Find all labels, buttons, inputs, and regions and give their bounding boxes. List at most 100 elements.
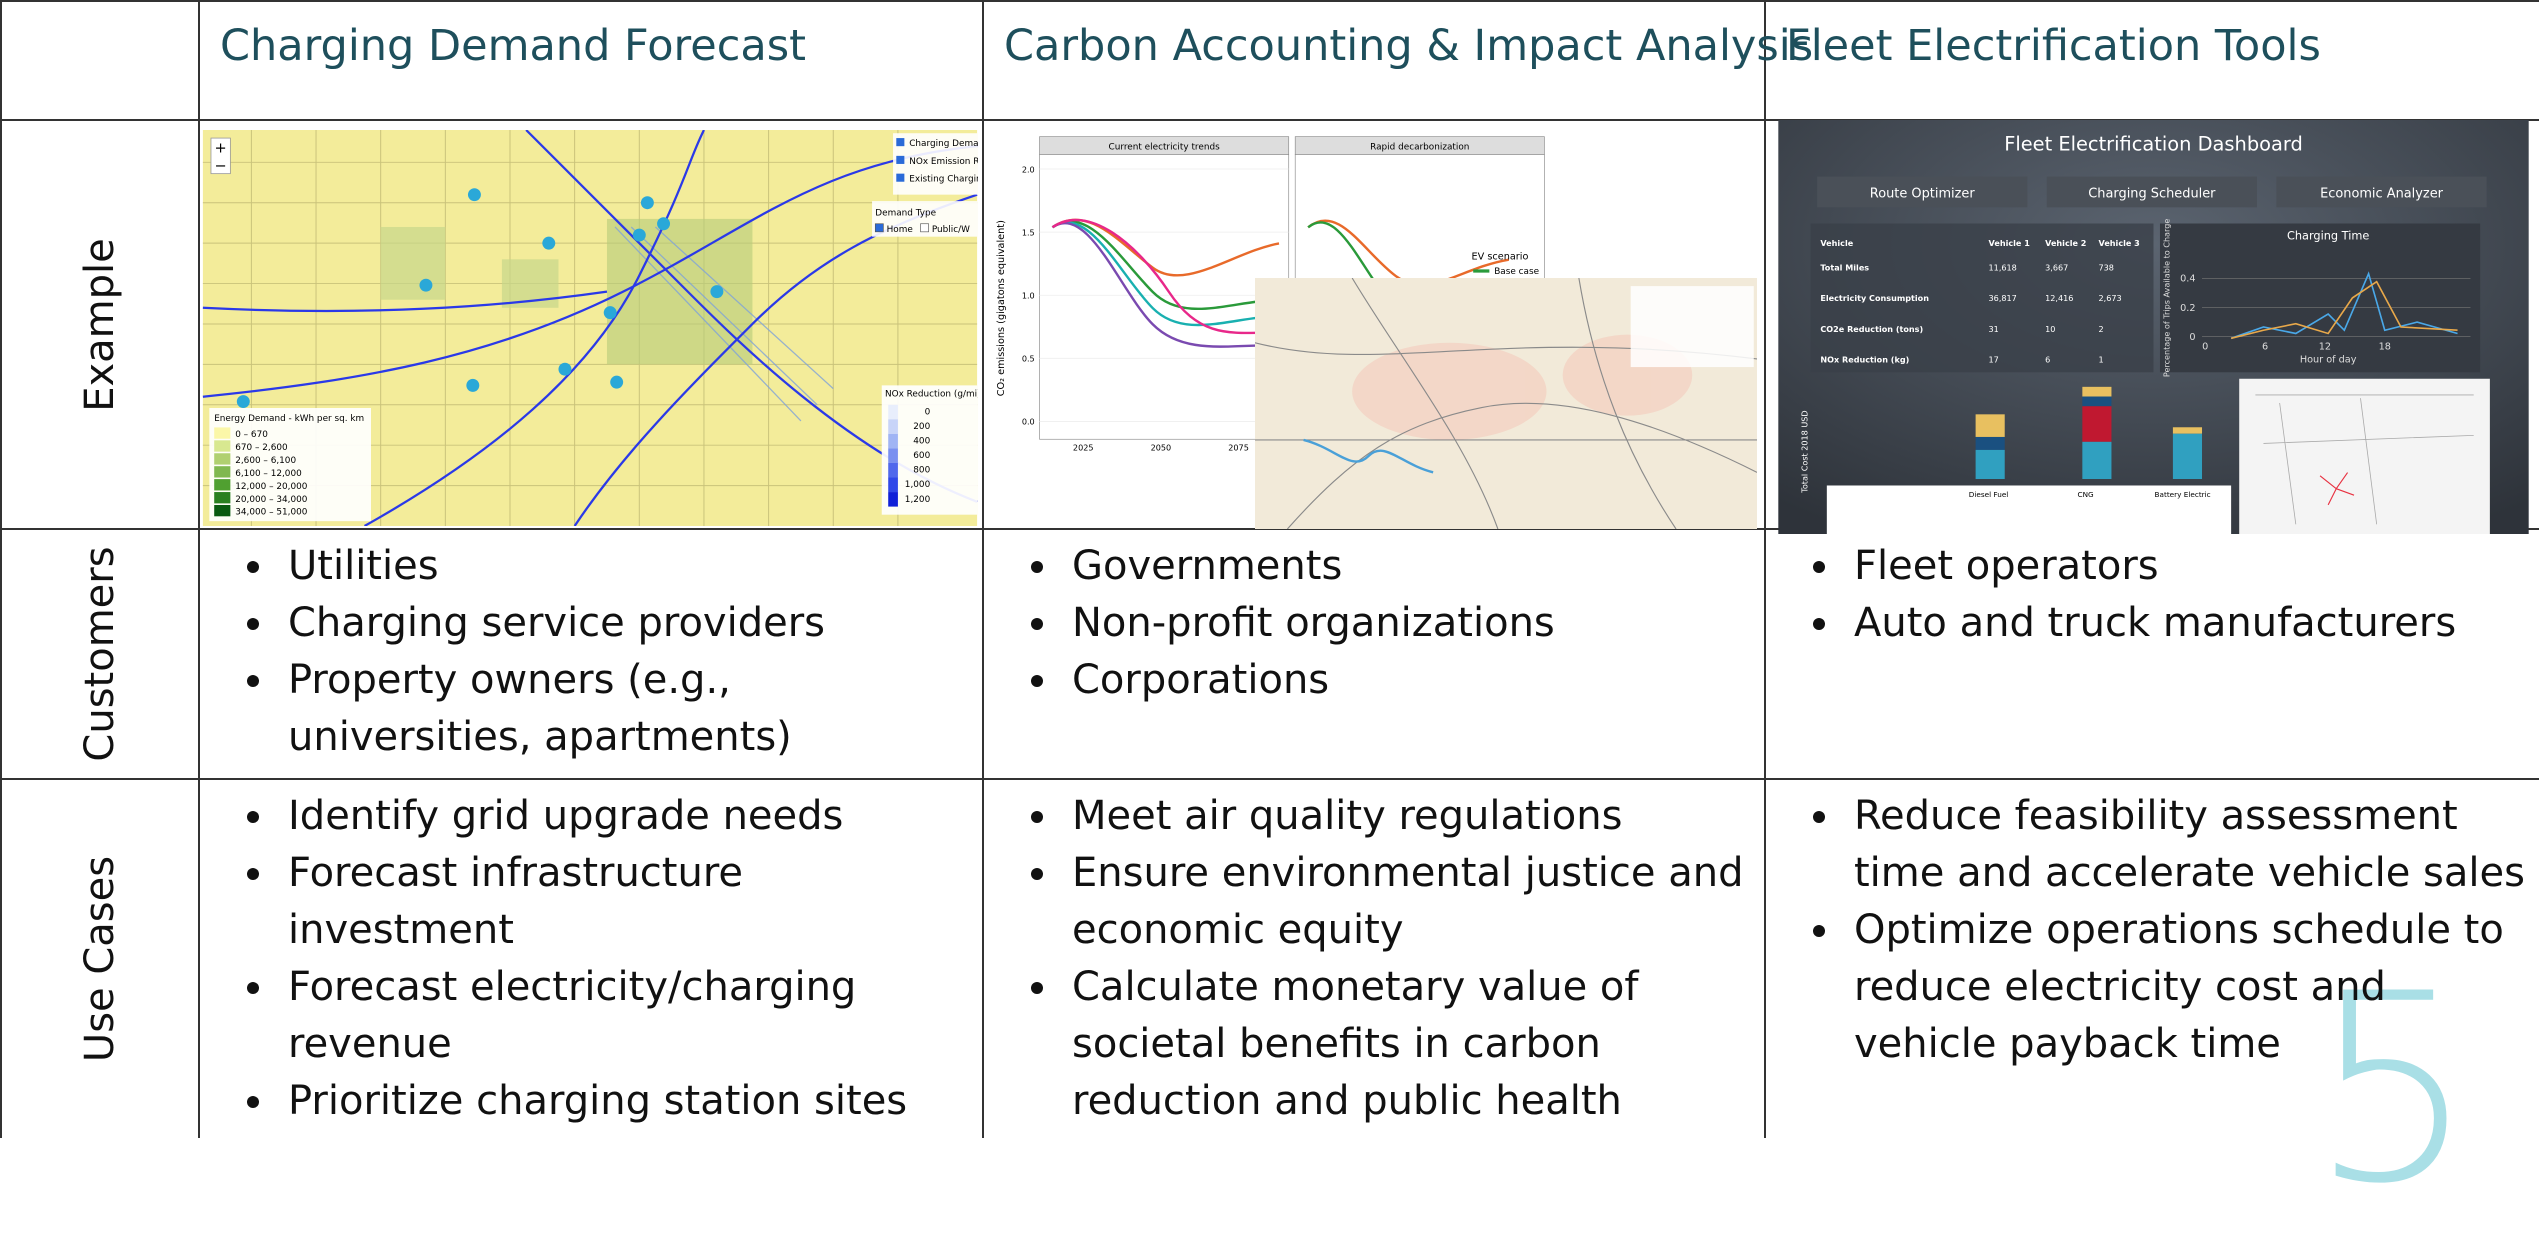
- y-tick-label: 0: [2189, 332, 2195, 343]
- option-label: Public/W: [932, 225, 970, 235]
- list-item: Optimize operations schedule to reduce e…: [1844, 902, 2534, 1073]
- svg-text:+: +: [215, 141, 227, 157]
- use-case-list: Identify grid upgrade needsForecast infr…: [200, 788, 968, 1130]
- y-tick-label: 1.5: [1022, 227, 1035, 237]
- row-label-text: Customers: [76, 546, 123, 762]
- legend-swatch: [214, 427, 231, 439]
- checkbox: [896, 138, 905, 147]
- column-header: Fleet Electrification Tools: [1786, 21, 2321, 71]
- legend-label: 400: [913, 437, 930, 447]
- list-item: Identify grid upgrade needs: [278, 788, 968, 845]
- legend-swatch: [214, 479, 231, 491]
- table-cell: 738: [2099, 262, 2114, 272]
- list-item: Fleet operators: [1844, 538, 2534, 595]
- table-cell: 11,618: [1989, 262, 2017, 272]
- table-cell: 10: [2045, 324, 2055, 334]
- layer-label: NOx Emission Re: [909, 157, 978, 167]
- table-cell: 6: [2045, 355, 2050, 365]
- tab-label[interactable]: Charging Scheduler: [2088, 187, 2216, 202]
- table-cell: 17: [1989, 355, 1999, 365]
- column-label: Battery Electric: [2155, 490, 2211, 499]
- table-row-label: Total Miles: [1820, 262, 1869, 272]
- table-header: Vehicle 3: [2099, 238, 2140, 248]
- legend-swatch: [214, 440, 231, 452]
- y-tick-label: 0.4: [2180, 274, 2195, 285]
- y-tick-label: 2.0: [1022, 164, 1035, 174]
- x-tick-label: 12: [2319, 342, 2331, 353]
- rule: [982, 0, 984, 1138]
- legend-swatch: [888, 462, 898, 478]
- customer-list: UtilitiesCharging service providersPrope…: [200, 538, 948, 766]
- table-row-label: NOx Reduction (kg): [1820, 355, 1909, 365]
- legend-label: 0: [925, 407, 931, 417]
- x-tick-label: 2075: [1228, 443, 1249, 453]
- legend-title: Demand Type: [875, 209, 936, 219]
- y-tick-label: 1.0: [1022, 290, 1035, 300]
- x-axis-label: Hour of day: [2300, 355, 2357, 366]
- legend-label: 0 – 670: [235, 430, 268, 440]
- y-tick-label: 0.0: [1022, 417, 1035, 427]
- customer-list: GovernmentsNon-profit organizationsCorpo…: [984, 538, 1752, 709]
- list-item: Property owners (e.g., universities, apa…: [278, 652, 948, 766]
- tab-button[interactable]: [2276, 176, 2487, 208]
- y-axis-label: Total Cost 2018 USD: [1799, 410, 1809, 493]
- legend-swatch: [888, 477, 898, 493]
- y-axis-label: Percentage of Trips Available to Charge: [2162, 219, 2172, 377]
- tab-label[interactable]: Route Optimizer: [1870, 187, 1976, 202]
- rule: [0, 778, 2539, 780]
- table-cell: 2: [2099, 324, 2104, 334]
- rule: [0, 0, 2, 1138]
- column-header: Charging Demand Forecast: [220, 21, 806, 71]
- list-item: Meet air quality regulations: [1062, 788, 1752, 845]
- legend-label: 1,200: [905, 495, 931, 505]
- table-header: Vehicle 1: [1989, 238, 2031, 248]
- legend-label: 6,100 – 12,000: [235, 469, 302, 479]
- table-cell: 2,673: [2099, 293, 2122, 303]
- legend-swatch: [888, 448, 898, 463]
- legend-title: Energy Demand - kWh per sq. km: [214, 414, 364, 424]
- tab-label[interactable]: Economic Analyzer: [2320, 187, 2444, 202]
- list-item: Forecast infrastructure investment: [278, 845, 968, 959]
- list-item: Forecast electricity/charging revenue: [278, 959, 968, 1073]
- rule: [0, 119, 2539, 121]
- tab-button[interactable]: [2046, 176, 2257, 208]
- column-header: Carbon Accounting & Impact Analysis: [1004, 21, 1814, 71]
- legend-swatch: [214, 453, 231, 465]
- checkbox: [896, 155, 905, 164]
- list-item: Governments: [1062, 538, 1752, 595]
- layer-label: Charging Demand: [909, 139, 978, 149]
- legend-title: NOx Reduction (g/mi): [885, 390, 978, 400]
- x-tick-label: 6: [2262, 342, 2268, 353]
- y-tick-label: 0.2: [2180, 303, 2195, 314]
- table-header: Vehicle 2: [2045, 238, 2086, 248]
- table-cell: 36,817: [1989, 293, 2017, 303]
- rule: [0, 528, 2539, 530]
- row-label-text: Example: [76, 237, 123, 412]
- use-case-list: Meet air quality regulationsEnsure envir…: [984, 788, 1752, 1130]
- rule: [0, 0, 2539, 2]
- legend-swatch: [888, 433, 898, 449]
- customer-list: Fleet operatorsAuto and truck manufactur…: [1766, 538, 2534, 652]
- list-item: Utilities: [278, 538, 948, 595]
- legend-label: 2,600 – 6,100: [235, 456, 296, 466]
- legend-label: Base case: [1494, 267, 1539, 277]
- list-item: Corporations: [1062, 652, 1752, 709]
- row-label-text: Use Cases: [76, 855, 123, 1062]
- tab-button[interactable]: [1817, 176, 2028, 208]
- rule: [198, 0, 200, 1138]
- list-item: Prioritize charging station sites: [278, 1073, 968, 1130]
- list-item: Reduce feasibility assessment time and a…: [1844, 788, 2534, 902]
- x-tick-label: 2025: [1073, 443, 1094, 453]
- table-cell: 3,667: [2045, 262, 2068, 272]
- row-label: Use Cases: [0, 779, 199, 1138]
- dashboard-title: Fleet Electrification Dashboard: [2004, 133, 2303, 156]
- x-tick-label: 18: [2379, 342, 2391, 353]
- legend-label: 12,000 – 20,000: [235, 482, 308, 492]
- checkbox: [896, 173, 905, 182]
- list-item: Calculate monetary value of societal ben…: [1062, 959, 1752, 1130]
- table-cell: 1: [2099, 355, 2104, 365]
- table-row-label: CO2e Reduction (tons): [1820, 324, 1923, 334]
- rule: [1764, 0, 1766, 1138]
- y-tick-label: 0.5: [1022, 354, 1035, 364]
- panel-title: Rapid decarbonization: [1370, 143, 1469, 153]
